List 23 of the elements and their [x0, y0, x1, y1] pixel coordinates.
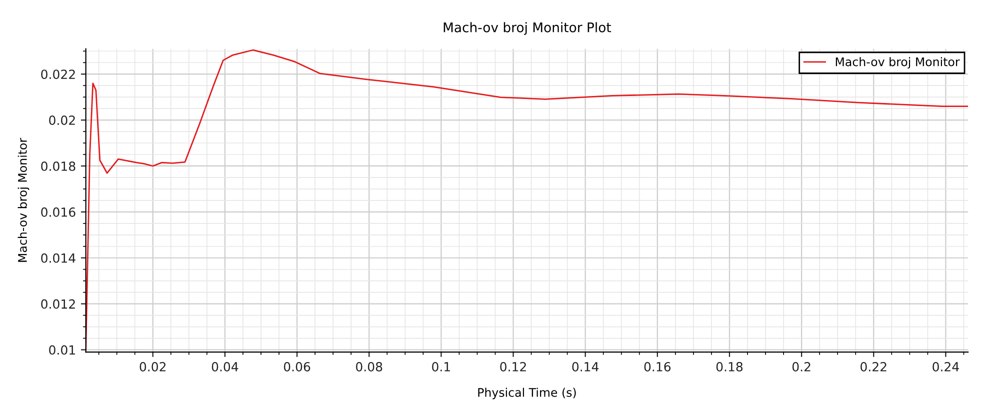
y-tick-label: 0.014	[41, 253, 76, 263]
x-tick-label: 0.14	[572, 362, 599, 372]
chart-title: Mach-ov broj Monitor Plot	[444, 22, 612, 35]
x-tick-label: 0.04	[212, 362, 238, 372]
x-tick-label: 0.08	[356, 362, 382, 372]
y-tick-label: 0.012	[41, 299, 75, 309]
x-axis-title: Physical Time (s)	[478, 388, 576, 400]
x-tick-label: 0.06	[284, 362, 310, 372]
x-tick-label: 0.2	[792, 362, 810, 372]
y-tick-label: 0.01	[49, 345, 75, 355]
y-tick-label: 0.018	[41, 161, 76, 171]
x-tick-label: 0.1	[432, 362, 450, 372]
y-tick-label: 0.02	[49, 116, 75, 125]
y-axis-title: Mach-ov broj Monitor	[18, 138, 30, 262]
x-tick-label: 0.02	[140, 362, 166, 372]
x-tick-label: 0.24	[932, 362, 959, 372]
x-tick-label: 0.12	[500, 362, 526, 372]
x-tick-label: 0.16	[644, 362, 671, 372]
legend-label: Mach-ov broj Monitor	[836, 57, 960, 69]
y-tick-label: 0.022	[41, 70, 75, 80]
y-tick-label: 0.016	[41, 207, 76, 217]
x-tick-label: 0.22	[860, 362, 886, 372]
x-tick-label: 0.18	[716, 362, 743, 372]
